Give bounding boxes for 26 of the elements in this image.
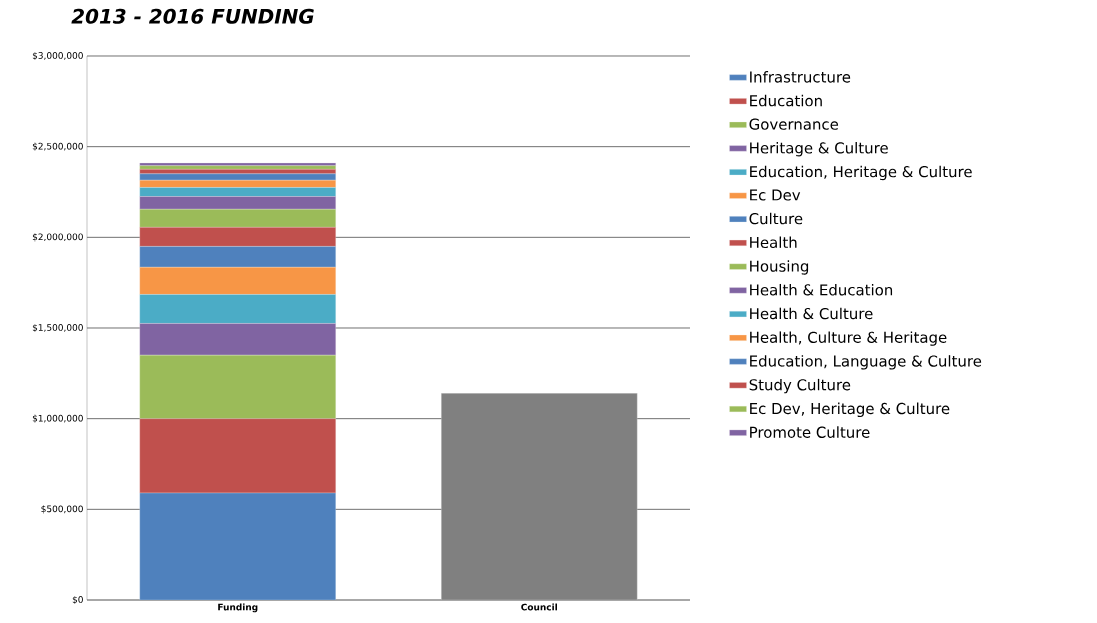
legend-label: Ec Dev, Heritage & Culture <box>750 402 950 418</box>
legend-label: Health & Culture <box>750 307 873 320</box>
legend-label: Health <box>750 236 797 249</box>
legend-label: Education, Heritage & Culture <box>750 165 972 181</box>
legend-label: Education, Language & Culture <box>750 355 982 370</box>
legend-label: Health & Education <box>750 283 893 296</box>
y-tick-label: $0 <box>72 595 83 605</box>
legend-label: Infrastructure <box>750 71 851 83</box>
y-tick-label: $500,000 <box>41 505 83 514</box>
legend-label: Heritage & Culture <box>750 142 888 157</box>
x-tick-label: Funding <box>218 603 258 613</box>
y-tick-label: $2,500,000 <box>32 142 83 151</box>
x-tick-label: Council <box>521 603 557 611</box>
chart-title: 2013 - 2016 FUNDING <box>71 8 314 24</box>
y-tick-label: $3,000,000 <box>32 51 83 61</box>
legend-label: Governance <box>749 118 839 130</box>
y-tick-label: $1,500,000 <box>32 323 83 333</box>
legend-label: Ec Dev <box>750 189 801 201</box>
legend-label: Promote Culture <box>750 426 870 438</box>
legend-label: Housing <box>750 260 809 275</box>
legend-label: Culture <box>749 212 803 225</box>
y-tick-label: $2,000,000 <box>32 233 83 242</box>
legend-label: Health, Culture & Heritage <box>750 331 947 346</box>
y-tick-label: $1,000,000 <box>32 414 83 423</box>
legend-label: Education <box>750 94 822 107</box>
legend-label: Study Culture <box>749 378 851 394</box>
